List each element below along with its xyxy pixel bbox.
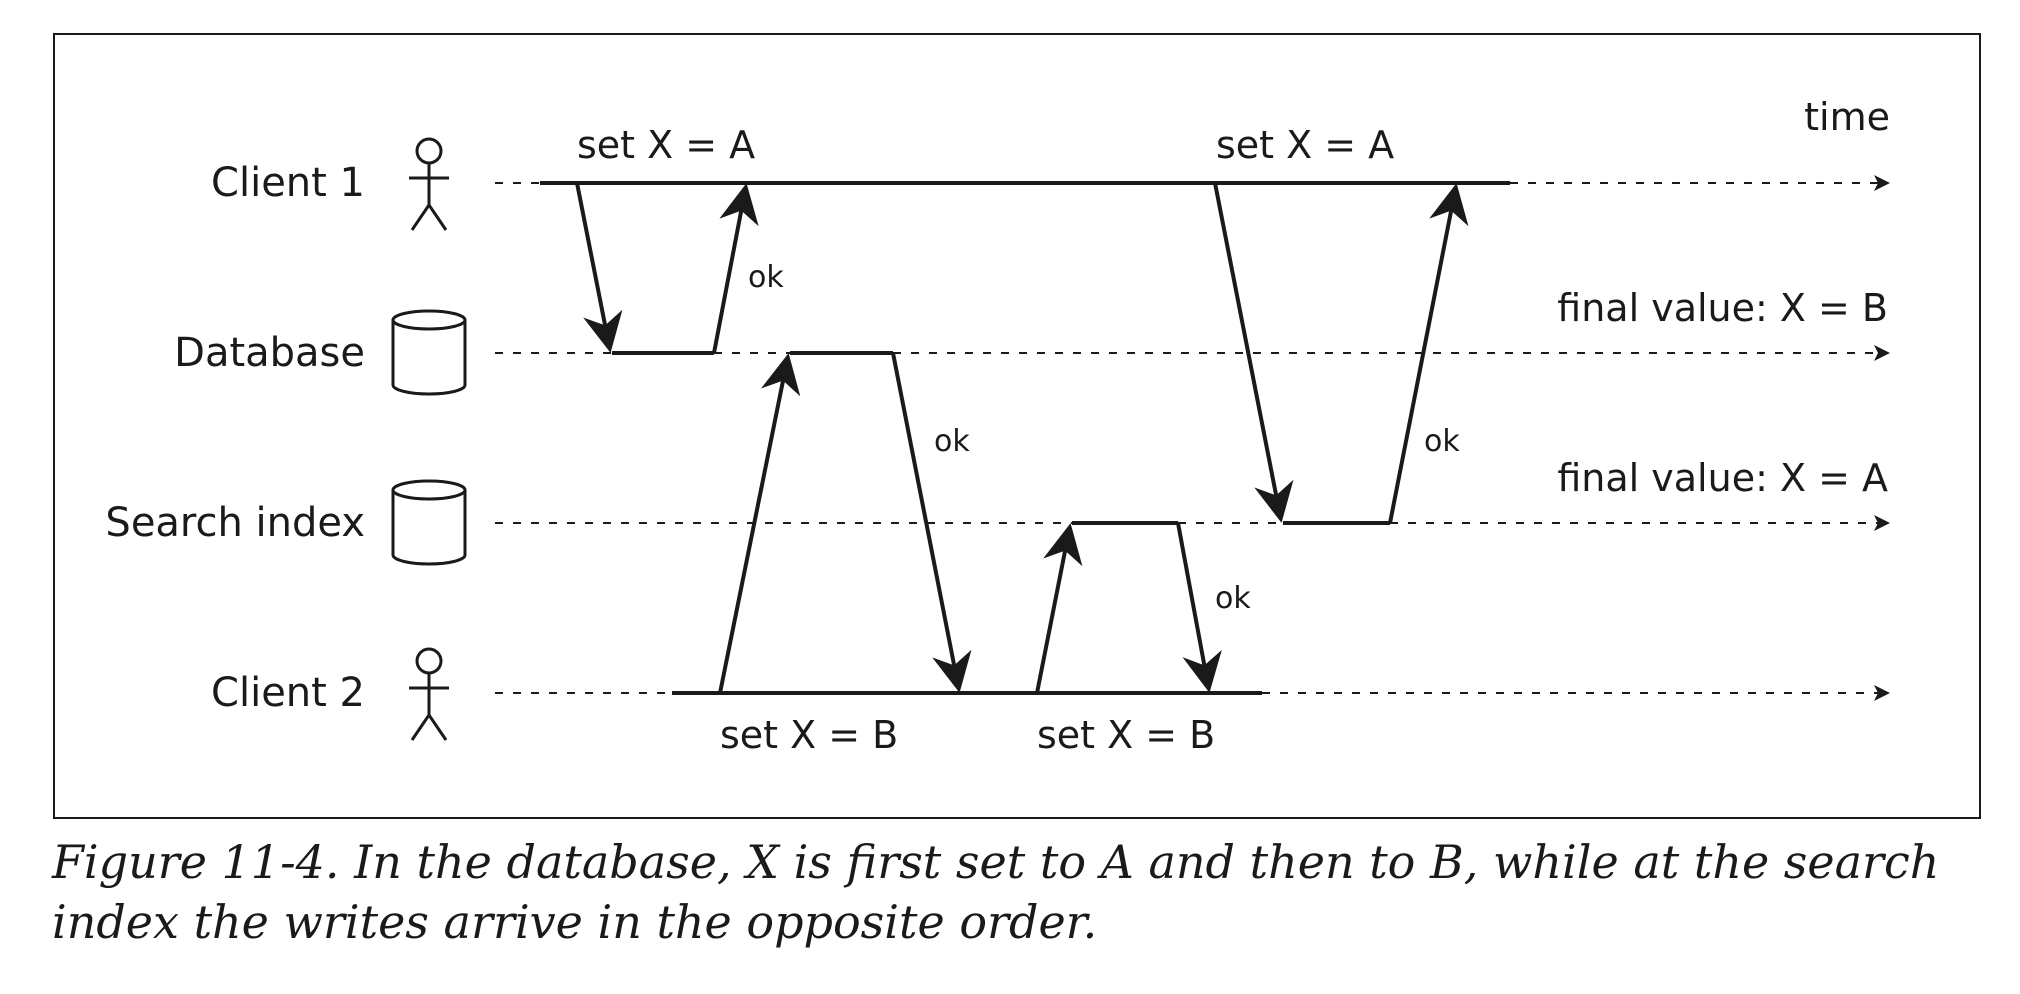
arrow-db-ok-to-client1 — [712, 183, 759, 354]
final-value-search-index: final value: X = A — [1557, 456, 1888, 500]
op-label-client2-write1: set X = B — [720, 713, 898, 757]
arrow-db-ok-to-client2 — [891, 352, 972, 693]
arrow-client1-write1-to-db — [575, 182, 623, 353]
final-value-database: final value: X = B — [1557, 286, 1888, 330]
database-cylinder-icon — [391, 309, 467, 396]
arrow-client1-write2-to-index — [1213, 182, 1294, 523]
lane-label-search-index: Search index — [105, 500, 365, 546]
ack-label-index-client1: ok — [1424, 424, 1460, 459]
arrow-client2-write2-to-index — [1035, 523, 1083, 694]
op-label-client1-write1: set X = A — [577, 123, 755, 167]
stick-figure-icon — [409, 647, 449, 741]
arrow-index-ok-to-client1 — [1388, 183, 1469, 524]
figure-caption: Figure 11-4. In the database, X is first… — [52, 835, 1940, 949]
lane-label-client1: Client 1 — [211, 160, 365, 206]
op-label-client2-write2: set X = B — [1037, 713, 1215, 757]
arrow-client2-write1-to-db — [718, 353, 801, 694]
time-label: time — [1804, 95, 1890, 139]
database-cylinder-icon — [391, 479, 467, 566]
lane-label-client2: Client 2 — [211, 670, 365, 716]
stick-figure-icon — [409, 137, 449, 231]
ack-label-db-client1: ok — [748, 260, 784, 295]
lane-label-database: Database — [174, 330, 365, 376]
ack-label-index-client2: ok — [1215, 581, 1251, 616]
op-label-client1-write2: set X = A — [1216, 123, 1394, 167]
arrow-index-ok-to-client2 — [1176, 522, 1222, 693]
ack-label-db-client2: ok — [934, 424, 970, 459]
figure-border — [53, 33, 1981, 819]
